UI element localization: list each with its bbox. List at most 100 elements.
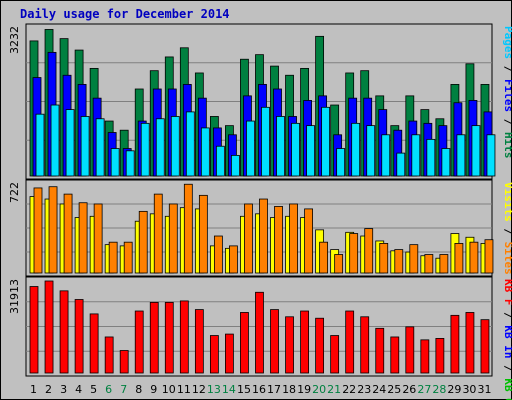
bar-kb-f-day-6 bbox=[104, 336, 114, 374]
bottom-legend-item: / bbox=[502, 359, 512, 379]
bar-pages-day-18 bbox=[291, 122, 300, 177]
bar-pages-day-17 bbox=[276, 116, 285, 177]
bar-pages-day-19 bbox=[306, 125, 315, 177]
bar-pages-day-2 bbox=[50, 104, 60, 177]
bar-pages-day-8 bbox=[140, 122, 150, 177]
bar-pages-day-22 bbox=[351, 122, 361, 177]
bar-sites-day-6 bbox=[108, 241, 118, 274]
bar-sites-day-28 bbox=[439, 254, 449, 274]
bar-pages-day-4 bbox=[80, 116, 90, 177]
bar-sites-day-16 bbox=[259, 198, 268, 274]
top-legend-item: Hits bbox=[502, 132, 512, 159]
top-legend: Pages / Files / Hits bbox=[502, 26, 512, 159]
bar-sites-day-27 bbox=[424, 254, 434, 274]
bar-kb-f-day-24 bbox=[375, 327, 385, 374]
bottom-legend-item: KB F bbox=[502, 279, 512, 306]
bar-pages-day-5 bbox=[95, 118, 105, 177]
bar-pages-day-30 bbox=[471, 125, 481, 177]
day-label-26: 26 bbox=[402, 383, 416, 396]
day-label-7: 7 bbox=[120, 383, 127, 396]
bar-pages-day-13 bbox=[215, 145, 225, 177]
bar-pages-day-26 bbox=[411, 134, 421, 177]
bar-kb-f-day-2 bbox=[44, 280, 54, 374]
day-label-1: 1 bbox=[30, 383, 37, 396]
bar-pages-day-14 bbox=[231, 154, 240, 177]
bar-pages-day-27 bbox=[426, 138, 436, 177]
day-label-17: 17 bbox=[267, 383, 281, 396]
bar-sites-day-7 bbox=[123, 241, 133, 274]
bar-kb-f-day-26 bbox=[405, 326, 415, 374]
bar-pages-day-3 bbox=[65, 109, 75, 177]
day-label-8: 8 bbox=[135, 383, 142, 396]
middle-legend-item: / bbox=[502, 222, 512, 242]
bar-kb-f-day-4 bbox=[74, 299, 84, 374]
bar-sites-day-4 bbox=[78, 202, 88, 274]
day-label-9: 9 bbox=[150, 383, 157, 396]
day-label-10: 10 bbox=[162, 383, 176, 396]
day-label-30: 30 bbox=[462, 383, 476, 396]
bar-kb-f-day-15 bbox=[240, 312, 249, 374]
bottom-legend-item: KB In bbox=[502, 325, 512, 358]
bottom-legend-item: KB Out bbox=[502, 378, 512, 400]
bar-kb-f-day-22 bbox=[345, 310, 355, 374]
top-legend-item: Pages bbox=[502, 26, 512, 59]
bar-pages-day-15 bbox=[246, 120, 255, 177]
bar-sites-day-24 bbox=[379, 243, 389, 274]
day-label-4: 4 bbox=[75, 383, 82, 396]
day-label-25: 25 bbox=[387, 383, 401, 396]
bar-kb-f-day-29 bbox=[450, 314, 460, 374]
bar-pages-day-7 bbox=[125, 150, 135, 177]
bar-pages-day-12 bbox=[200, 127, 210, 177]
bar-sites-day-15 bbox=[244, 203, 253, 274]
bar-kb-f-day-18 bbox=[285, 316, 294, 374]
bar-sites-day-5 bbox=[93, 203, 103, 274]
day-label-22: 22 bbox=[342, 383, 356, 396]
day-label-31: 31 bbox=[477, 383, 491, 396]
bar-pages-day-21 bbox=[336, 148, 346, 177]
day-label-27: 27 bbox=[417, 383, 431, 396]
bar-pages-day-9 bbox=[155, 118, 165, 177]
bar-kb-f-day-31 bbox=[480, 319, 490, 374]
bar-sites-day-12 bbox=[198, 194, 208, 274]
bar-kb-f-day-23 bbox=[360, 316, 370, 374]
bar-sites-day-22 bbox=[349, 233, 359, 274]
middle-legend-item: Visits bbox=[502, 182, 512, 222]
bar-kb-f-day-17 bbox=[270, 309, 279, 374]
bar-pages-day-10 bbox=[170, 116, 180, 177]
bar-kb-f-day-7 bbox=[119, 350, 129, 374]
day-label-23: 23 bbox=[357, 383, 371, 396]
bar-kb-f-day-30 bbox=[465, 312, 475, 374]
top-legend-item: / bbox=[502, 59, 512, 79]
bottom-legend-item: / bbox=[502, 306, 512, 326]
bar-sites-day-11 bbox=[183, 183, 193, 274]
bar-kb-f-day-1 bbox=[29, 286, 39, 374]
bar-pages-day-6 bbox=[110, 148, 120, 177]
bar-sites-day-8 bbox=[138, 210, 148, 274]
bar-pages-day-24 bbox=[381, 134, 391, 177]
bar-sites-day-10 bbox=[168, 203, 178, 274]
bar-sites-day-29 bbox=[454, 243, 464, 274]
bar-pages-day-28 bbox=[441, 148, 451, 177]
top-legend-item: / bbox=[502, 112, 512, 132]
bar-sites-day-17 bbox=[274, 206, 283, 274]
bar-kb-f-day-5 bbox=[89, 313, 99, 374]
middle-scale-label: 722 bbox=[8, 182, 21, 203]
bar-kb-f-day-19 bbox=[300, 310, 309, 374]
bar-kb-f-day-28 bbox=[435, 338, 445, 374]
bar-kb-f-day-20 bbox=[315, 317, 325, 374]
bar-kb-f-day-11 bbox=[179, 300, 189, 374]
bar-pages-day-25 bbox=[396, 152, 406, 177]
bar-kb-f-day-21 bbox=[330, 335, 340, 374]
day-label-12: 12 bbox=[192, 383, 206, 396]
day-label-19: 19 bbox=[297, 383, 311, 396]
bottom-scale-label: 31913 bbox=[8, 279, 21, 314]
bar-kb-f-day-12 bbox=[194, 309, 204, 374]
day-label-29: 29 bbox=[447, 383, 461, 396]
day-label-5: 5 bbox=[90, 383, 97, 396]
bar-kb-f-day-14 bbox=[225, 333, 234, 374]
bar-sites-day-14 bbox=[229, 245, 238, 274]
bar-sites-day-19 bbox=[304, 208, 313, 274]
bar-kb-f-day-16 bbox=[255, 291, 264, 374]
day-label-20: 20 bbox=[312, 383, 326, 396]
